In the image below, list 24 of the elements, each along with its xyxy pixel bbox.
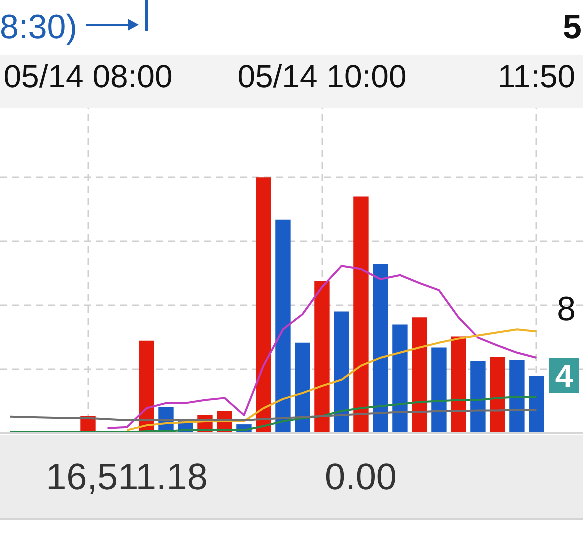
bar xyxy=(276,220,291,434)
text: 8:30) xyxy=(0,8,78,49)
bar xyxy=(490,356,506,434)
bar xyxy=(412,318,428,434)
x-tick-label: 05/14 10:00 xyxy=(238,58,407,94)
bar xyxy=(373,264,388,434)
x-tick-label: 05/14 08:00 xyxy=(4,58,173,94)
text: 0.00 xyxy=(324,456,398,500)
bar xyxy=(529,376,544,434)
bar xyxy=(510,360,525,434)
x-tick-label: 11:50 xyxy=(498,58,576,94)
bar xyxy=(392,324,408,434)
text: 4 xyxy=(555,358,574,394)
bar xyxy=(314,281,330,434)
text: 16,511.18 xyxy=(46,456,208,500)
bar xyxy=(295,342,310,434)
bar xyxy=(470,361,486,434)
bar xyxy=(334,312,350,434)
text: 5 xyxy=(563,8,582,49)
bar xyxy=(432,348,447,434)
bar xyxy=(256,178,272,434)
bar xyxy=(451,336,466,434)
bar xyxy=(354,196,369,434)
text: 8 xyxy=(557,290,576,328)
